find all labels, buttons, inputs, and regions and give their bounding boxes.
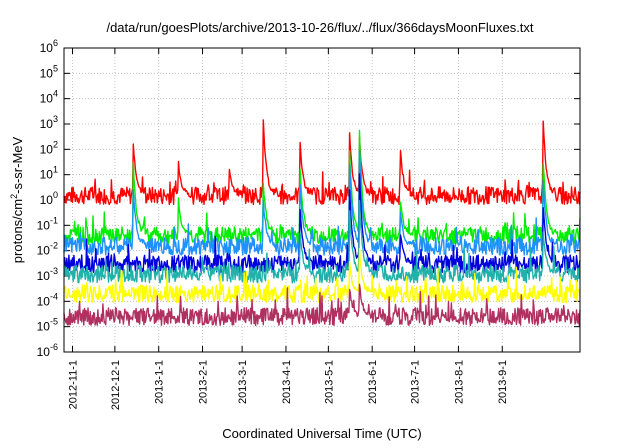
x-tick-label: 2013-3-1	[237, 360, 249, 404]
y-tick-label: 105	[40, 63, 58, 80]
y-tick-label: 10-3	[37, 266, 58, 283]
series-line	[63, 119, 581, 206]
y-tick-label: 106	[40, 38, 58, 55]
y-tick-label: 102	[40, 139, 58, 156]
series-line	[63, 247, 581, 304]
series-line	[63, 150, 581, 256]
y-tick-label: 10-6	[37, 342, 58, 359]
y-tick-label: 10-2	[37, 241, 58, 258]
x-axis-label: Coordinated Universal Time (UTC)	[222, 426, 421, 441]
y-tick-label: 10-5	[37, 317, 58, 334]
series-line	[63, 283, 581, 327]
x-tick-label: 2013-6-1	[367, 360, 379, 404]
y-tick-label: 101	[40, 165, 58, 182]
plot-frame	[63, 47, 581, 353]
y-tick-label: 104	[40, 89, 58, 106]
chart-title: /data/run/goesPlots/archive/2013-10-26/f…	[106, 20, 534, 35]
x-tick-label: 2013-2-1	[198, 360, 210, 404]
x-tick-label: 2012-11-1	[67, 360, 79, 409]
x-tick-label: 2013-9-1	[497, 360, 509, 404]
x-tick-label: 2013-5-1	[323, 360, 335, 404]
x-tick-label: 2013-7-1	[410, 360, 422, 404]
series-line	[63, 199, 581, 284]
x-tick-label: 2013-4-1	[281, 360, 293, 404]
y-tick-label: 10-1	[37, 215, 58, 232]
x-tick-label: 2012-12-1	[110, 360, 122, 410]
y-tick-label: 10-4	[37, 291, 58, 308]
x-tick-label: 2013-1-1	[154, 360, 166, 404]
x-tick-label: 2013-8-1	[453, 360, 465, 404]
series-line	[63, 173, 581, 274]
y-tick-label: 103	[40, 114, 58, 131]
y-axis-label: protons/cm2-s-sr-MeV	[9, 136, 25, 263]
y-tick-label: 100	[40, 190, 58, 207]
